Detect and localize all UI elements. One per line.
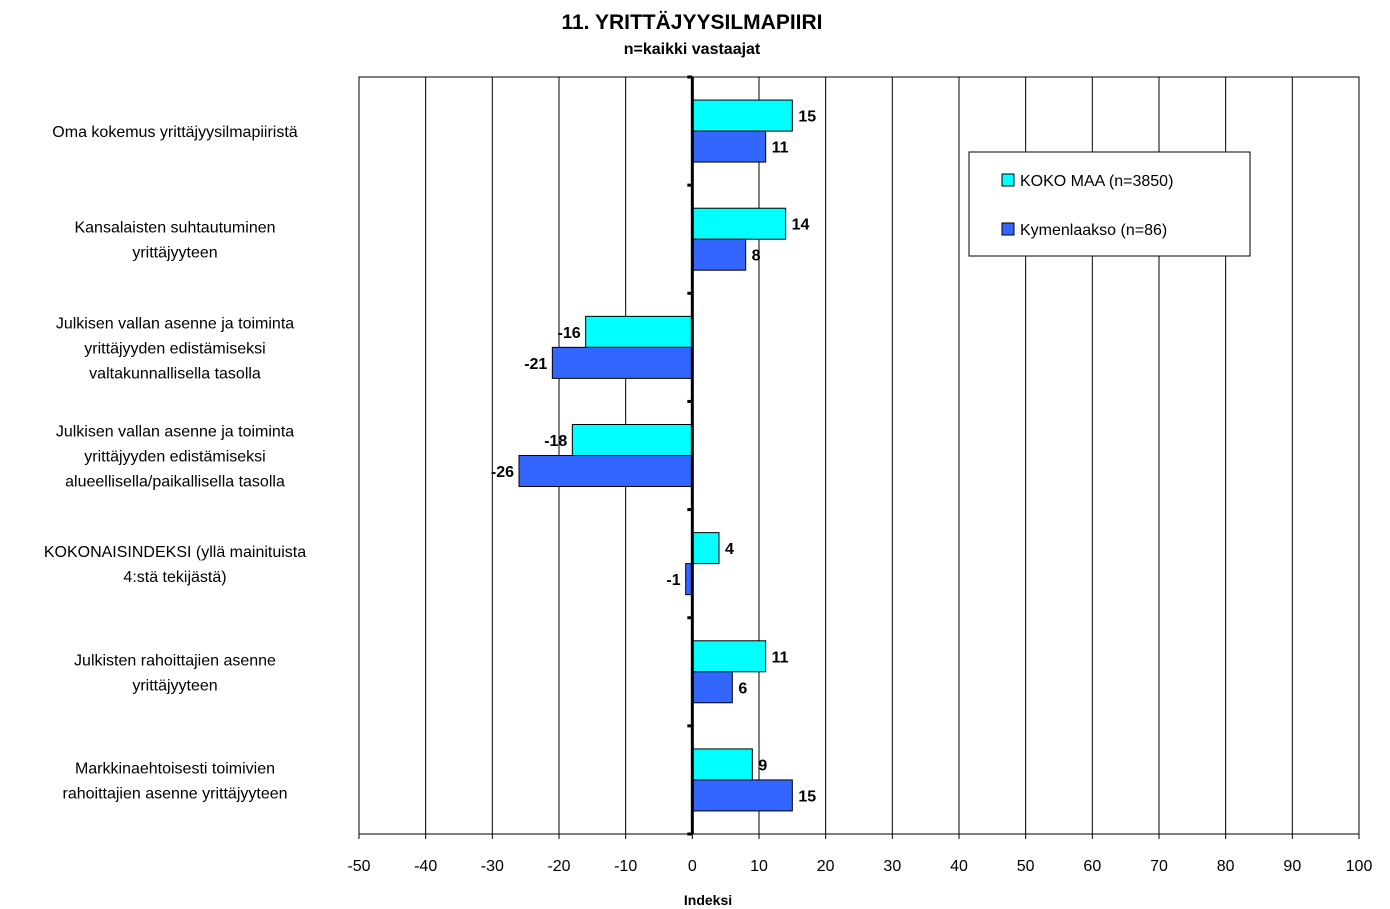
legend-label: KOKO MAA (n=3850) <box>1020 173 1173 190</box>
category-label: Julkisen vallan asenne ja toiminta <box>56 424 294 441</box>
data-label: 4 <box>725 541 734 558</box>
x-tick-label: 40 <box>950 858 968 875</box>
bar <box>691 671 733 704</box>
category-label: Julkisten rahoittajien asenne <box>74 652 276 669</box>
bar <box>691 99 793 132</box>
data-label: 11 <box>772 140 789 157</box>
data-label: -1 <box>666 572 680 589</box>
category-label: yrittäjyyteen <box>132 677 217 694</box>
x-tick-label: -30 <box>481 858 504 875</box>
category-label: Kansalaisten suhtautuminen <box>74 220 275 237</box>
bar <box>691 640 767 673</box>
legend-box <box>968 151 1251 257</box>
bar <box>585 315 693 348</box>
x-tick-label: 90 <box>1283 858 1301 875</box>
data-label: 14 <box>792 217 810 234</box>
category-label: 4:stä tekijästä) <box>123 569 226 586</box>
x-tick-label: -20 <box>547 858 570 875</box>
x-tick-label: 50 <box>1017 858 1035 875</box>
x-tick-label: 10 <box>750 858 768 875</box>
bar <box>551 346 693 379</box>
category-label: yrittäjyyden edistämiseksi <box>84 340 265 357</box>
category-label: Markkinaehtoisesti toimivien <box>75 760 275 777</box>
x-tick-label: -40 <box>414 858 437 875</box>
bars: 15 11 14 8 -16 -21 -18 -26 4 -1 11 6 9 15 <box>491 75 816 836</box>
legend-swatch <box>1001 222 1015 236</box>
x-tick-label: 80 <box>1217 858 1235 875</box>
x-tick-label: -50 <box>347 858 370 875</box>
data-label: 15 <box>798 109 816 126</box>
data-label: 6 <box>738 680 747 697</box>
legend-swatch <box>1001 173 1015 187</box>
bar <box>571 424 693 456</box>
category-label: yrittäjyyden edistämiseksi <box>84 449 265 466</box>
x-tick-label: 0 <box>688 858 697 875</box>
data-label: -21 <box>524 356 547 373</box>
data-label: 15 <box>798 788 816 805</box>
x-tick-labels: -50 -40 -30 -20 -10 0 10 20 30 40 50 60 70 80 90 100 <box>347 858 1372 875</box>
bar <box>691 532 720 565</box>
x-tick-label: 70 <box>1150 858 1168 875</box>
bar <box>691 748 753 781</box>
x-tick-label: 60 <box>1083 858 1101 875</box>
category-label: alueellisella/paikallisella tasolla <box>65 474 285 491</box>
legend-label: Kymenlaakso (n=86) <box>1020 222 1167 239</box>
bar <box>691 238 747 271</box>
bar <box>518 455 693 487</box>
data-label: 8 <box>752 248 761 265</box>
category-label: Julkisen vallan asenne ja toiminta <box>56 315 294 332</box>
x-tick-label: 30 <box>883 858 901 875</box>
data-label: -18 <box>544 433 567 450</box>
chart-subtitle: n=kaikki vastaajat <box>624 41 761 58</box>
data-label: 9 <box>758 757 767 774</box>
data-label: -16 <box>558 325 581 342</box>
category-label: yrittäjyyteen <box>132 245 217 262</box>
category-labels: Oma kokemus yrittäjyysilmapiiristä Kansal… <box>44 124 306 802</box>
bar <box>691 779 793 812</box>
data-label: 11 <box>772 649 789 666</box>
category-label: valtakunnallisella tasolla <box>89 365 261 382</box>
legend: KOKO MAA (n=3850) Kymenlaakso (n=86) <box>968 151 1251 257</box>
category-label: Oma kokemus yrittäjyysilmapiiristä <box>52 124 297 141</box>
bar <box>691 130 767 163</box>
x-tick-label: 100 <box>1346 858 1373 875</box>
chart-title: 11. YRITTÄJYYSILMAPIIRI <box>561 11 822 34</box>
category-label: rahoittajien asenne yrittäjyyteen <box>62 785 287 802</box>
x-tick-label: -10 <box>614 858 637 875</box>
x-axis-title: Indeksi <box>684 892 732 908</box>
x-tick-label: 20 <box>817 858 835 875</box>
category-label: KOKONAISINDEKSI (yllä mainituista <box>44 544 306 561</box>
data-label: -26 <box>491 464 514 481</box>
bar <box>691 207 787 240</box>
